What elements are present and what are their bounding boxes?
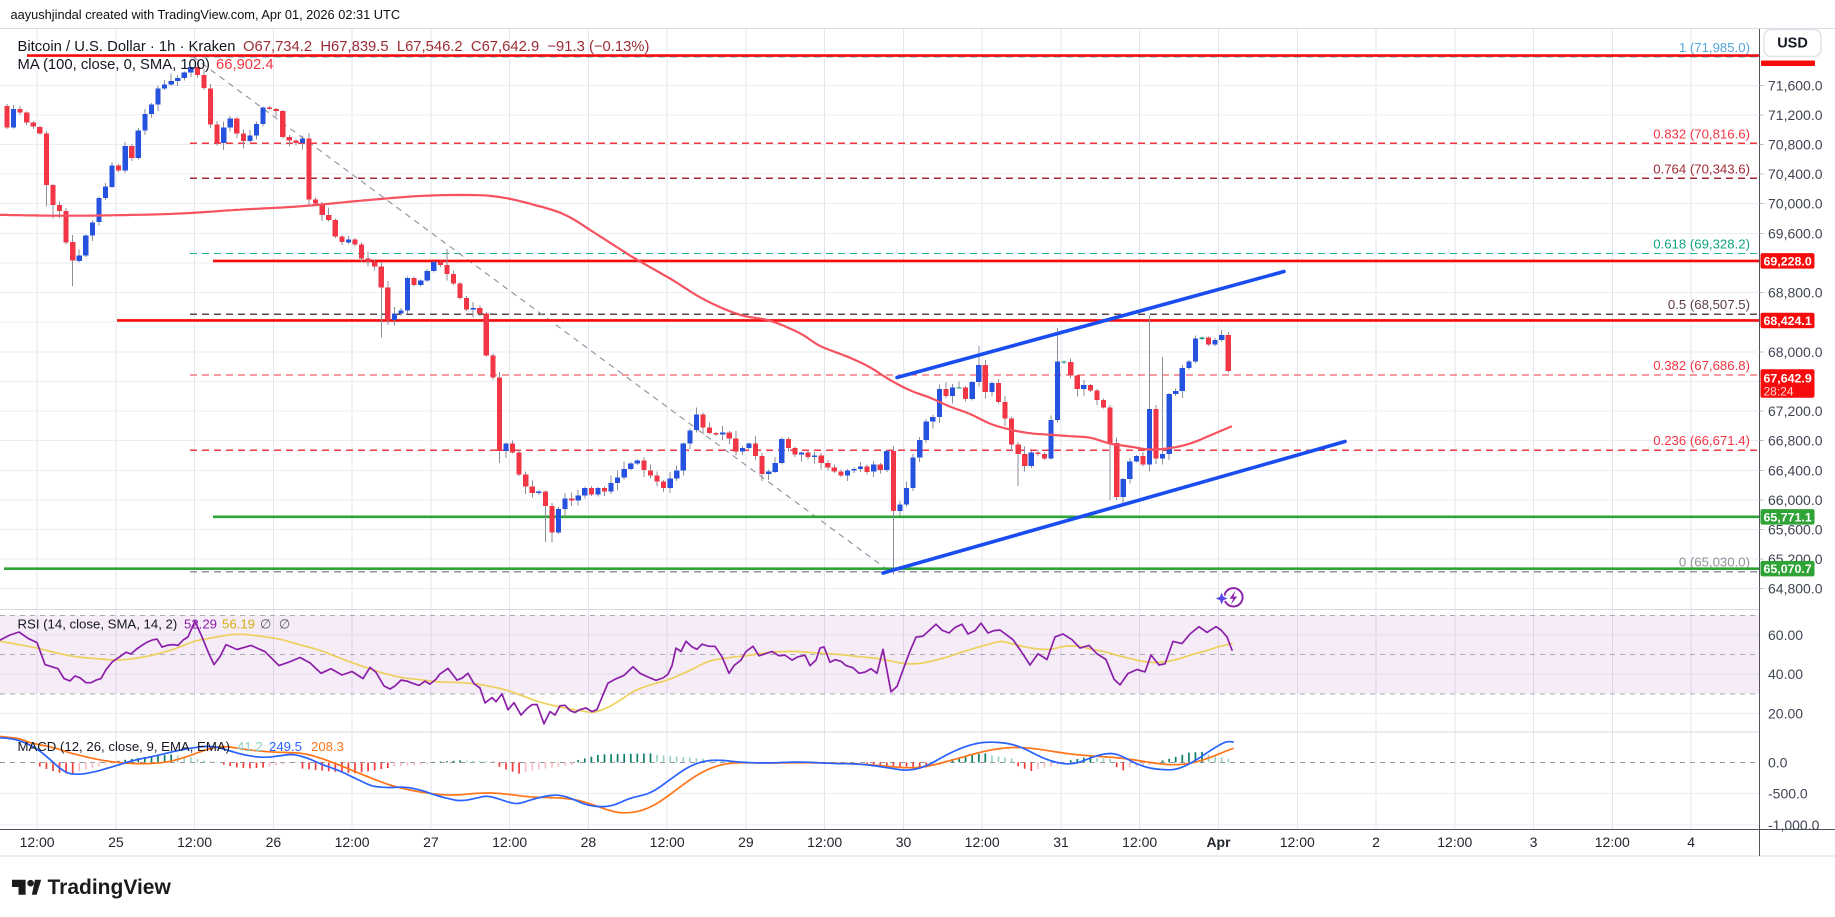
svg-text:12:00: 12:00: [807, 834, 842, 850]
svg-text:TradingView: TradingView: [48, 876, 172, 899]
svg-text:68,800.0: 68,800.0: [1768, 285, 1823, 301]
svg-text:66,400.0: 66,400.0: [1768, 462, 1823, 478]
svg-text:∅ ∅: ∅ ∅: [260, 617, 290, 632]
svg-text:Apr: Apr: [1206, 834, 1231, 850]
svg-text:28:24: 28:24: [1764, 384, 1794, 398]
svg-text:0.618 (69,328.2): 0.618 (69,328.2): [1653, 237, 1750, 252]
svg-text:12:00: 12:00: [965, 834, 1000, 850]
svg-text:70,400.0: 70,400.0: [1768, 166, 1823, 182]
svg-text:0.764 (70,343.6): 0.764 (70,343.6): [1653, 161, 1750, 176]
svg-text:68,424.1: 68,424.1: [1764, 314, 1812, 328]
svg-text:65,771.1: 65,771.1: [1764, 510, 1812, 524]
svg-text:12:00: 12:00: [1280, 834, 1315, 850]
svg-text:12:00: 12:00: [1437, 834, 1472, 850]
svg-text:65,070.7: 65,070.7: [1764, 562, 1812, 576]
svg-text:12:00: 12:00: [1122, 834, 1157, 850]
svg-text:60.00: 60.00: [1768, 627, 1803, 643]
svg-text:25: 25: [108, 834, 124, 850]
svg-text:20.00: 20.00: [1768, 706, 1803, 722]
svg-text:12:00: 12:00: [335, 834, 370, 850]
svg-text:65,600.0: 65,600.0: [1768, 522, 1823, 538]
svg-text:26: 26: [266, 834, 282, 850]
svg-text:70,800.0: 70,800.0: [1768, 137, 1823, 153]
svg-text:aayushjindal created with Trad: aayushjindal created with TradingView.co…: [11, 7, 401, 22]
svg-text:67,642.9: 67,642.9: [1764, 372, 1812, 386]
svg-text:29: 29: [738, 834, 754, 850]
svg-text:0.236 (66,671.4): 0.236 (66,671.4): [1653, 433, 1750, 448]
svg-text:O67,734.2 H67,839.5 L67,546.: O67,734.2 H67,839.5 L67,546.2 C67,642.9 …: [243, 39, 649, 55]
svg-text:1 (71,985.0): 1 (71,985.0): [1679, 40, 1750, 55]
svg-text:67,200.0: 67,200.0: [1768, 403, 1823, 419]
svg-text:69,600.0: 69,600.0: [1768, 225, 1823, 241]
svg-text:66,902.4: 66,902.4: [216, 57, 274, 73]
svg-text:0.832 (70,816.6): 0.832 (70,816.6): [1653, 126, 1750, 141]
svg-text:-500.0: -500.0: [1768, 786, 1808, 802]
svg-text:71,200.0: 71,200.0: [1768, 107, 1823, 123]
svg-text:4: 4: [1687, 834, 1695, 850]
svg-text:12:00: 12:00: [492, 834, 527, 850]
svg-text:66,800.0: 66,800.0: [1768, 433, 1823, 449]
svg-text:0.0: 0.0: [1768, 754, 1788, 770]
svg-text:2: 2: [1372, 834, 1380, 850]
svg-text:12:00: 12:00: [650, 834, 685, 850]
svg-text:MA (100, close, 0, SMA, 100): MA (100, close, 0, SMA, 100): [18, 57, 211, 73]
svg-text:Bitcoin / U.S. Dollar · 1h · K: Bitcoin / U.S. Dollar · 1h · Kraken: [18, 39, 236, 55]
svg-text:RSI (14, close, SMA, 14, 2): RSI (14, close, SMA, 14, 2): [18, 617, 178, 632]
svg-text:28: 28: [581, 834, 597, 850]
svg-text:0.5 (68,507.5): 0.5 (68,507.5): [1668, 297, 1750, 312]
svg-text:27: 27: [423, 834, 439, 850]
svg-text:69,228.0: 69,228.0: [1764, 254, 1812, 268]
svg-text:MACD (12, 26, close, 9, EMA, E: MACD (12, 26, close, 9, EMA, EMA): [18, 739, 231, 754]
svg-text:30: 30: [896, 834, 912, 850]
svg-text:40.00: 40.00: [1768, 666, 1803, 682]
svg-text:41.2: 41.2: [237, 739, 263, 754]
svg-text:12:00: 12:00: [1595, 834, 1630, 850]
svg-text:31: 31: [1053, 834, 1069, 850]
svg-text:USD: USD: [1777, 36, 1808, 52]
svg-text:249.5: 249.5: [269, 739, 302, 754]
svg-text:64,800.0: 64,800.0: [1768, 581, 1823, 597]
svg-text:3: 3: [1530, 834, 1538, 850]
svg-text:0.382 (67,686.8): 0.382 (67,686.8): [1653, 358, 1750, 373]
svg-text:208.3: 208.3: [311, 739, 344, 754]
svg-text:66,000.0: 66,000.0: [1768, 492, 1823, 508]
svg-text:12:00: 12:00: [20, 834, 55, 850]
svg-text:0 (65,030.0): 0 (65,030.0): [1679, 555, 1750, 570]
svg-text:-1,000.0: -1,000.0: [1768, 817, 1820, 833]
svg-text:71,600.0: 71,600.0: [1768, 77, 1823, 93]
svg-text:68,000.0: 68,000.0: [1768, 344, 1823, 360]
svg-text:52.29: 52.29: [184, 617, 217, 632]
svg-text:12:00: 12:00: [177, 834, 212, 850]
svg-text:56.19: 56.19: [222, 617, 255, 632]
svg-text:70,000.0: 70,000.0: [1768, 196, 1823, 212]
